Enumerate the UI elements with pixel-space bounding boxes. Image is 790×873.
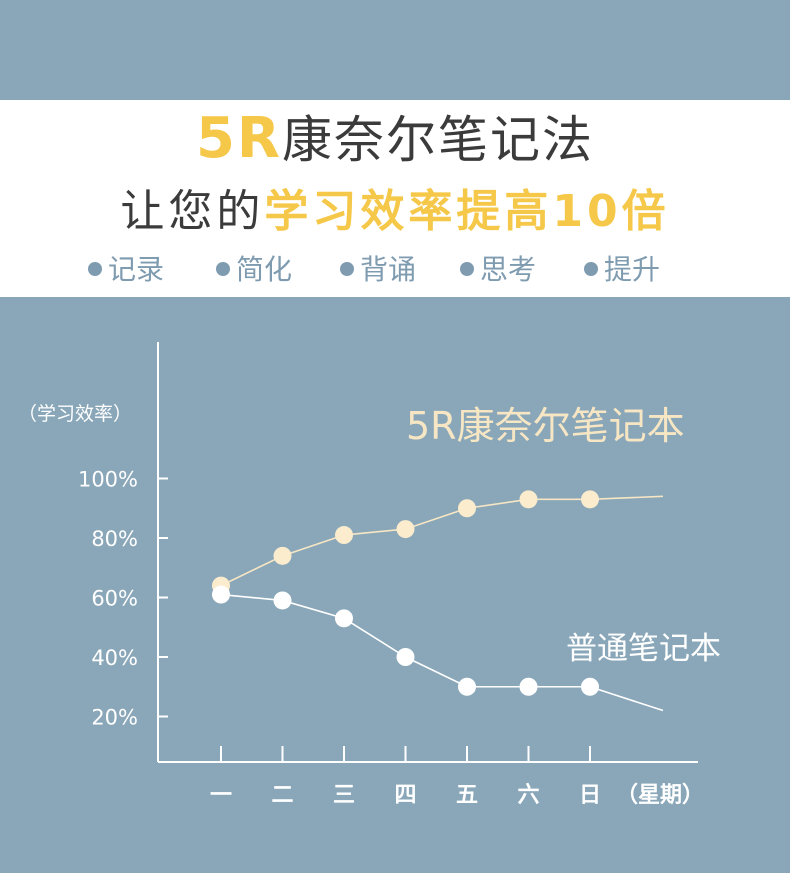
efficiency-chart: （学习效率） 20% 40% 60% 80% 100% 一 二 三 四 五 六 日 （星期） 5R康… — [18, 342, 721, 808]
series-normal-point — [458, 677, 476, 696]
bullet-dot-icon — [340, 262, 354, 276]
y-tick-label: 100% — [78, 468, 138, 492]
y-axis-ticks: 20% 40% 60% 80% 100% — [78, 468, 168, 730]
title-rest: 康奈尔笔记法 — [282, 111, 595, 169]
series-group — [212, 490, 664, 712]
x-tick-label: 一 — [210, 783, 232, 808]
bullet-dot-icon — [88, 262, 102, 276]
x-tick-label: 日 — [579, 783, 601, 808]
series-label-normal: 普通笔记本 — [566, 631, 721, 667]
x-axis-ticks: 一二三四五六日 — [210, 746, 601, 808]
series-5r-point — [581, 490, 599, 509]
bullet-record: 记录 — [88, 250, 164, 290]
bullet-dot-icon — [584, 262, 598, 276]
subtitle-prefix: 让您的 — [120, 186, 265, 237]
series-normal-point — [396, 648, 415, 666]
series-5r-point — [396, 520, 415, 539]
feature-bullets: 记录 简化 背诵 思考 提升 — [88, 250, 768, 290]
y-tick-label: 40% — [91, 646, 138, 670]
series-normal-point — [519, 677, 538, 696]
subtitle: 让您的学习效率提高10倍 — [0, 182, 790, 242]
subtitle-highlight: 学习效率提高10倍 — [264, 186, 670, 237]
bullet-dot-icon — [460, 262, 474, 276]
title-banner — [0, 100, 790, 297]
y-tick-label: 60% — [91, 587, 138, 611]
series-normal-point — [335, 609, 353, 628]
series-5r-point — [273, 546, 292, 565]
title-highlight: 5R — [195, 106, 283, 171]
y-tick-label: 20% — [91, 706, 138, 730]
series-5r-point — [335, 526, 353, 545]
bullet-recite: 背诵 — [340, 250, 416, 290]
series-normal-point — [581, 677, 599, 696]
bullet-simplify: 简化 — [216, 250, 292, 290]
x-tick-label: 六 — [517, 783, 539, 808]
x-tick-label: 五 — [456, 783, 478, 808]
x-tick-label: 三 — [333, 783, 355, 808]
series-normal-point — [273, 591, 292, 610]
y-axis-title: （学习效率） — [18, 403, 132, 425]
series-5r-line — [220, 495, 664, 587]
series-5r-point — [458, 499, 476, 518]
page-title: 5R康奈尔笔记法 — [0, 108, 790, 171]
series-5r-point — [519, 490, 538, 509]
series-normal-line — [220, 593, 664, 712]
series-normal-point — [212, 585, 230, 604]
bullet-improve: 提升 — [584, 250, 660, 290]
series-label-5r: 5R康奈尔笔记本 — [406, 404, 685, 448]
x-axis-title: （星期） — [616, 783, 704, 808]
top-band — [0, 0, 790, 100]
bullet-dot-icon — [216, 262, 230, 276]
bullet-think: 思考 — [460, 250, 536, 290]
x-tick-label: 二 — [271, 783, 293, 808]
x-tick-label: 四 — [394, 783, 416, 808]
y-tick-label: 80% — [91, 527, 138, 551]
